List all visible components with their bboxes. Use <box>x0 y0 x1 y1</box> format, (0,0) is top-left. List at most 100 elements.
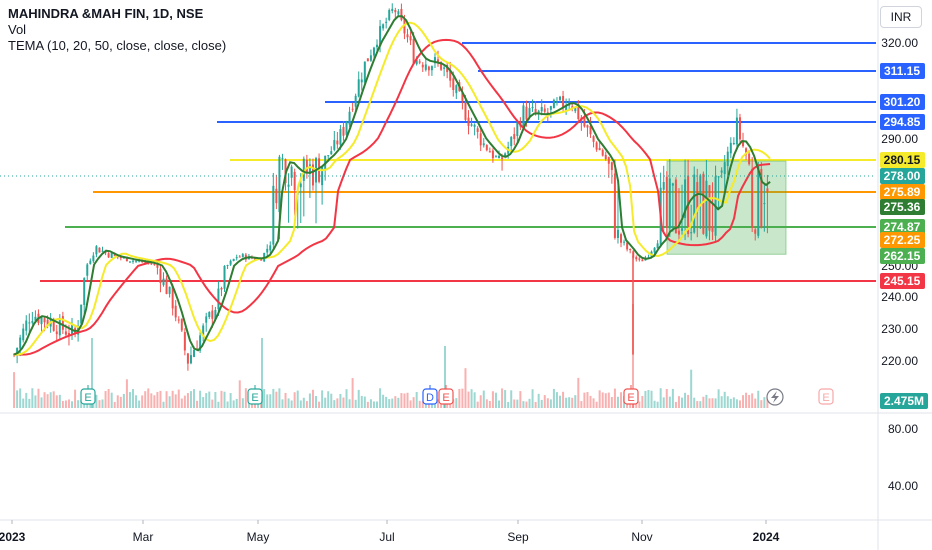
candle-body <box>568 104 571 106</box>
volume-bar <box>650 390 653 408</box>
volume-bar <box>476 401 479 408</box>
candle-body <box>34 316 37 321</box>
candle-body <box>80 304 83 324</box>
volume-bar <box>412 397 415 408</box>
candle-body <box>64 331 67 335</box>
candle-body <box>281 158 284 160</box>
volume-bar <box>644 390 647 408</box>
volume-bar <box>690 369 693 408</box>
volume-bar <box>382 394 385 408</box>
volume-bar <box>180 398 183 408</box>
volume-bar <box>71 401 74 408</box>
volume-bar <box>214 391 217 408</box>
candle-body <box>708 185 711 231</box>
currency-button[interactable]: INR <box>880 6 922 28</box>
volume-bar <box>437 399 440 408</box>
volume-bar <box>74 389 77 408</box>
level-price-tag-label: 294.85 <box>884 115 921 129</box>
volume-bar <box>699 401 702 408</box>
volume-bar <box>711 398 714 408</box>
volume-value-tag <box>880 393 928 409</box>
volume-bar <box>452 399 455 408</box>
candle-body <box>427 66 430 71</box>
volume-bar <box>13 372 16 408</box>
candle-body <box>92 255 95 262</box>
volume-bar <box>400 393 403 408</box>
tema-indicator-label[interactable]: TEMA (10, 20, 50, close, close, close) <box>8 38 227 53</box>
volume-bar <box>742 395 745 408</box>
candle-body <box>211 310 214 319</box>
volume-bar <box>165 391 168 408</box>
volume-bar <box>116 395 119 408</box>
candle-body <box>205 316 208 323</box>
volume-bar <box>766 395 769 408</box>
candle-body <box>693 174 696 233</box>
level-price-tag-label: 301.20 <box>884 95 921 109</box>
candle-body <box>510 137 513 147</box>
volume-bar <box>458 388 461 408</box>
volume-bar <box>513 399 516 408</box>
volume-bar <box>186 393 189 408</box>
candle-body <box>742 140 745 147</box>
volume-bar <box>641 395 644 408</box>
volume-bar <box>687 394 690 408</box>
volume-axis-tick: 40.00 <box>888 479 918 493</box>
candle-body <box>13 354 16 356</box>
volume-bar <box>95 394 98 408</box>
volume-bar <box>491 391 494 408</box>
volume-bar <box>559 395 562 408</box>
price-axis-tick: 320.00 <box>881 36 918 50</box>
price-axis-tick: 230.00 <box>881 322 918 336</box>
volume-bar <box>299 400 302 408</box>
candle-body <box>589 126 592 135</box>
volume-bar <box>522 401 525 408</box>
candle-body <box>498 155 501 159</box>
candle-body <box>738 117 741 140</box>
symbol-title[interactable]: MAHINDRA &MAH FIN, 1D, NSE <box>8 6 204 21</box>
volume-bar <box>348 399 351 408</box>
volume-bar <box>177 389 180 408</box>
volume-indicator-label[interactable]: Vol <box>8 22 27 37</box>
lightning-icon-glyph <box>771 391 779 403</box>
volume-bar <box>653 400 656 408</box>
volume-bar <box>440 401 443 408</box>
volume-bar <box>516 399 519 408</box>
level-price-tag-label: 311.15 <box>884 64 920 78</box>
volume-bar <box>110 392 113 408</box>
candle-body <box>729 142 732 154</box>
candle-body <box>293 171 296 191</box>
candle-body <box>101 250 104 252</box>
volume-bar <box>714 398 717 408</box>
candle-body <box>22 328 25 341</box>
candle-body <box>376 44 379 48</box>
candle-body <box>95 246 98 255</box>
candle-body <box>537 110 540 113</box>
candle-body <box>186 353 189 364</box>
volume-bar <box>659 388 662 408</box>
time-axis-label: May <box>247 530 270 544</box>
event-marker-label: E <box>84 392 91 404</box>
candle-body <box>696 181 699 211</box>
candle-body <box>61 316 64 330</box>
candle-body <box>418 61 421 63</box>
candle-body <box>278 156 281 212</box>
volume-bar <box>183 395 186 408</box>
volume-bar <box>546 398 549 408</box>
candle-body <box>699 175 702 193</box>
candle-body <box>232 258 235 261</box>
candle-body <box>235 257 238 259</box>
volume-bar <box>101 399 104 408</box>
candle-body <box>46 319 49 326</box>
candle-body <box>327 155 330 157</box>
volume-bar <box>372 401 375 408</box>
volume-bar <box>510 390 513 408</box>
volume-bar <box>162 401 165 408</box>
volume-bar <box>565 397 568 408</box>
volume-bar <box>729 398 732 408</box>
candle-body <box>528 108 531 119</box>
candle-body <box>470 124 473 126</box>
candle-body <box>415 59 418 65</box>
candle-body <box>690 232 693 234</box>
candle-body <box>616 229 619 238</box>
